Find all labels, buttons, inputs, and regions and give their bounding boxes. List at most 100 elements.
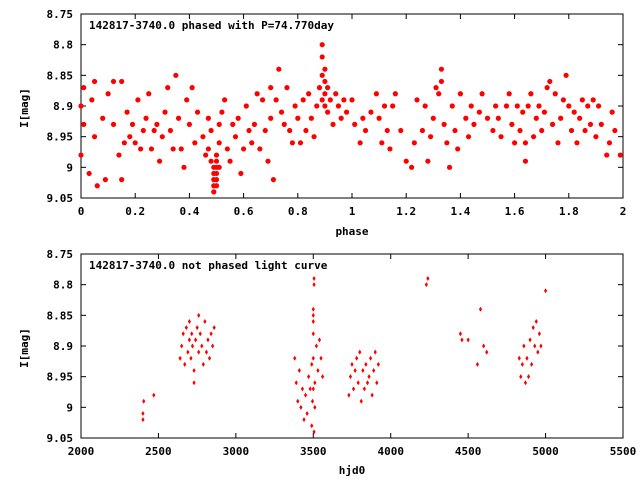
- data-point: [138, 146, 144, 152]
- data-point: [308, 386, 312, 392]
- data-point: [293, 355, 297, 361]
- data-point: [585, 103, 591, 109]
- data-point: [211, 189, 217, 195]
- data-point: [276, 66, 282, 72]
- data-point: [325, 85, 331, 91]
- data-point: [352, 121, 358, 127]
- data-point: [278, 109, 285, 115]
- data-point: [320, 374, 325, 380]
- data-point: [205, 146, 211, 152]
- data-point: [211, 343, 215, 349]
- data-point: [558, 115, 564, 121]
- data-point: [173, 72, 179, 78]
- x-ticks: 0 0.2 0.4 0.6 0.8 1 1.2 1.4 1.6 1.8 2: [78, 14, 627, 218]
- data-point: [479, 91, 485, 97]
- data-point: [140, 127, 146, 134]
- data-point: [190, 331, 194, 337]
- data-point: [216, 121, 222, 127]
- data-point: [430, 115, 436, 121]
- data-point: [219, 109, 225, 115]
- data-point: [300, 97, 306, 103]
- data-point: [571, 109, 577, 115]
- data-point: [541, 109, 548, 115]
- data-point: [509, 121, 515, 127]
- data-point: [189, 85, 195, 91]
- data-point: [124, 109, 130, 115]
- data-point: [525, 355, 529, 361]
- data-point: [360, 115, 366, 121]
- data-point: [194, 109, 201, 115]
- data-point: [409, 164, 415, 170]
- data-point: [152, 392, 156, 398]
- data-point: [305, 410, 309, 416]
- data-point: [259, 97, 266, 103]
- data-point: [449, 103, 455, 109]
- data-point: [129, 121, 136, 127]
- data-point: [297, 140, 304, 146]
- data-point: [175, 115, 182, 121]
- data-point: [167, 127, 174, 134]
- data-point: [362, 386, 366, 392]
- data-point: [533, 343, 537, 349]
- data-point: [373, 91, 379, 97]
- data-point: [322, 78, 328, 85]
- data-point: [552, 91, 558, 97]
- data-point: [241, 146, 247, 152]
- data-point: [181, 331, 185, 337]
- data-point: [190, 343, 195, 349]
- data-point: [208, 158, 214, 164]
- data-point: [574, 140, 580, 146]
- data-point: [197, 349, 201, 355]
- data-point: [582, 127, 588, 134]
- data-point: [455, 146, 461, 152]
- data-point: [335, 103, 342, 109]
- data-point: [375, 380, 379, 386]
- data-point: [495, 115, 501, 121]
- data-point: [311, 312, 315, 318]
- data-point: [598, 121, 604, 127]
- data-point: [81, 85, 87, 91]
- data-point: [370, 392, 374, 398]
- data-point: [347, 392, 351, 398]
- data-point: [181, 164, 187, 170]
- data-point: [359, 398, 363, 404]
- data-point: [482, 343, 486, 349]
- data-point: [297, 368, 301, 374]
- data-point: [475, 361, 480, 367]
- data-point: [322, 66, 328, 72]
- data-point: [110, 78, 117, 85]
- y-tick-label: 9.05: [47, 432, 74, 445]
- data-point: [146, 91, 152, 97]
- data-point: [547, 78, 553, 85]
- data-point: [327, 97, 333, 103]
- data-point: [381, 103, 388, 109]
- data-point: [213, 158, 220, 164]
- data-point: [316, 368, 320, 374]
- data-point: [537, 331, 541, 337]
- data-point: [525, 103, 531, 109]
- data-point: [523, 380, 528, 386]
- data-point: [192, 380, 196, 386]
- x-tick-label: 2: [620, 205, 627, 218]
- data-point: [86, 170, 92, 177]
- data-point: [387, 146, 393, 152]
- data-point: [273, 97, 279, 103]
- data-point: [265, 158, 271, 164]
- chart-title: 142817-3740.0 not phased light curve: [89, 259, 328, 272]
- data-point: [606, 140, 613, 146]
- x-tick-label: 0.2: [125, 205, 145, 218]
- x-tick-label: 0.4: [179, 205, 199, 218]
- data-point: [468, 103, 474, 109]
- data-point: [361, 368, 365, 374]
- data-point: [617, 152, 623, 158]
- data-point: [154, 121, 160, 127]
- data-point: [183, 361, 187, 367]
- data-point: [187, 337, 191, 343]
- data-point: [212, 325, 216, 331]
- data-point: [159, 134, 165, 140]
- data-point: [303, 392, 308, 398]
- data-point: [195, 325, 199, 331]
- y-tick-label: 8.8: [53, 39, 73, 52]
- data-point: [319, 72, 325, 78]
